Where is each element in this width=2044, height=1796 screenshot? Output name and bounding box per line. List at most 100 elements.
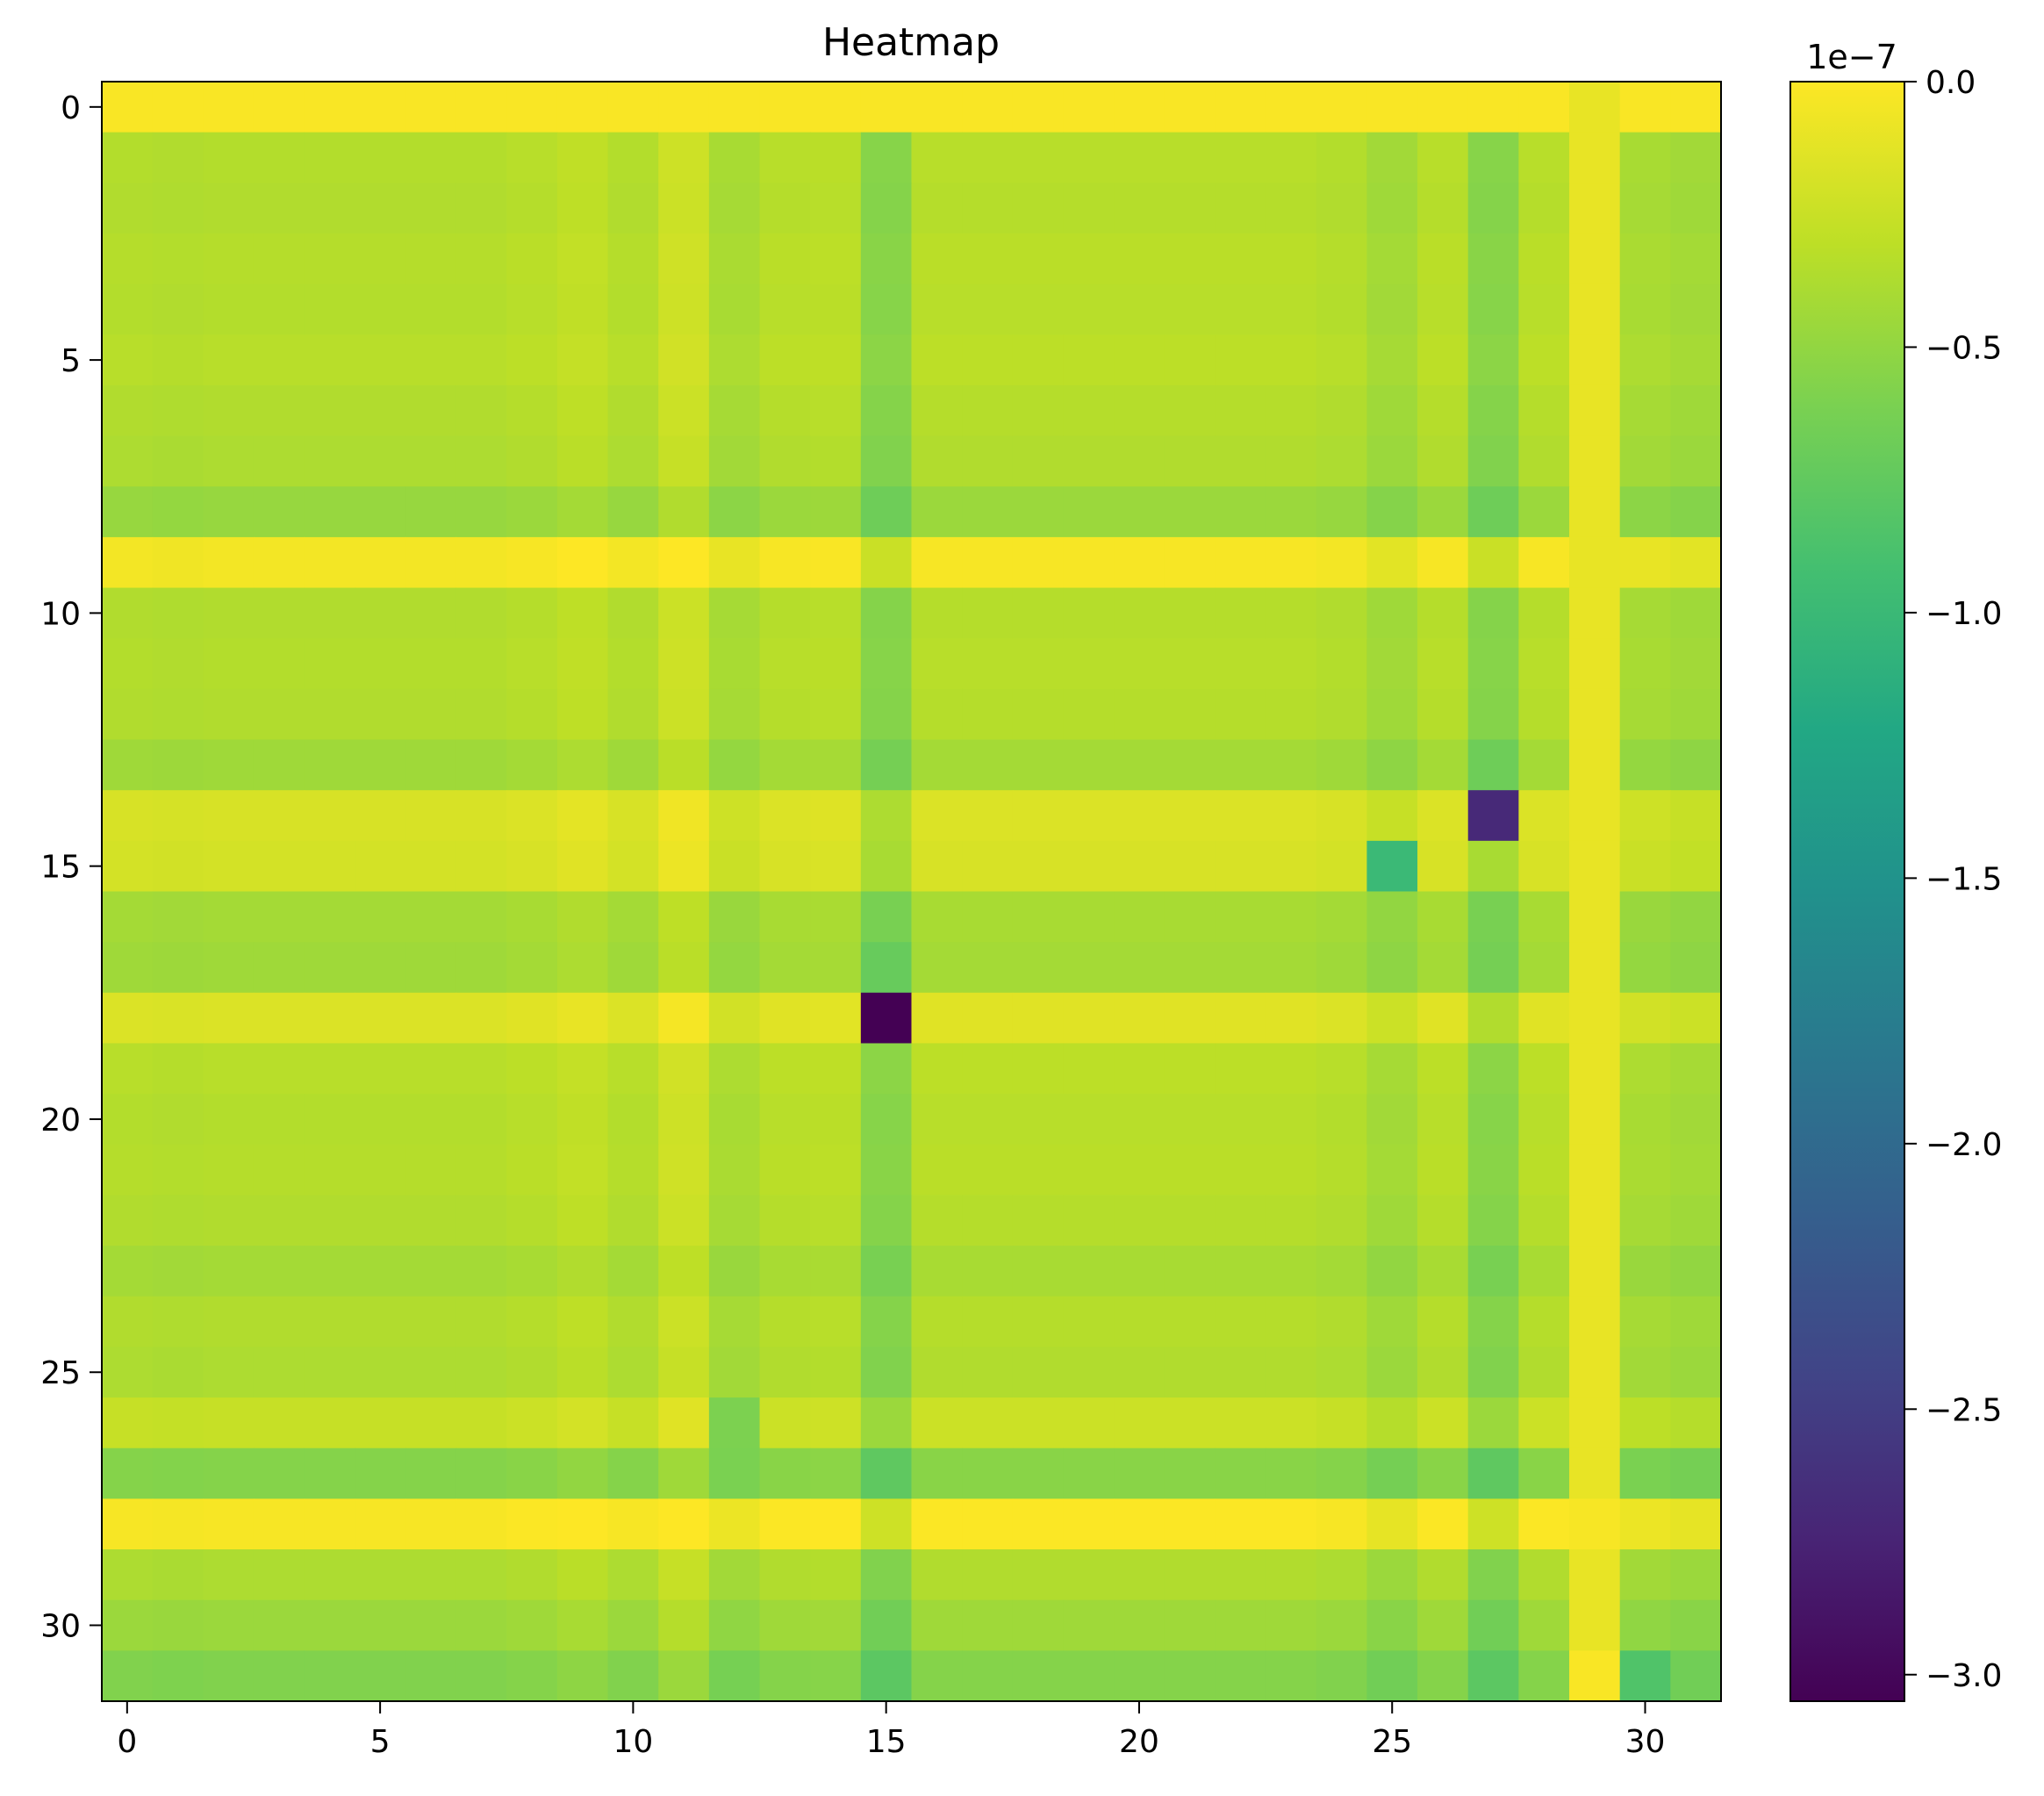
heatmap-cell	[962, 1448, 1014, 1499]
heatmap-cell	[152, 1347, 204, 1398]
heatmap-cell	[1215, 82, 1266, 133]
heatmap-cell	[102, 183, 154, 234]
heatmap-cell	[911, 183, 963, 234]
heatmap-cell	[455, 891, 507, 943]
heatmap-cell	[1467, 536, 1519, 589]
heatmap-cell	[355, 1296, 406, 1348]
heatmap-cell	[152, 1599, 204, 1651]
x-tick-label: 30	[1625, 1724, 1666, 1760]
heatmap-cell	[556, 233, 609, 285]
heatmap-cell	[1518, 284, 1570, 335]
heatmap-cell	[1417, 435, 1469, 487]
heatmap-cell	[1063, 840, 1115, 893]
heatmap-cell	[911, 1498, 963, 1550]
heatmap-cell	[1114, 1195, 1165, 1246]
heatmap-cell	[962, 384, 1014, 437]
heatmap-cell	[1619, 790, 1671, 842]
heatmap-cell	[556, 82, 609, 133]
heatmap-cell	[1164, 1498, 1216, 1550]
heatmap-cell	[962, 132, 1014, 183]
heatmap-cell	[506, 384, 558, 437]
heatmap-cell	[1063, 1246, 1115, 1297]
y-tick-label: 25	[40, 1355, 81, 1391]
heatmap-cell	[556, 1397, 609, 1449]
heatmap-cell	[506, 1043, 558, 1095]
heatmap-cell	[708, 1296, 761, 1348]
heatmap-cell	[1619, 486, 1671, 538]
heatmap-cell	[1316, 284, 1368, 335]
heatmap-cell	[405, 1094, 457, 1146]
heatmap-cell	[1164, 183, 1216, 234]
heatmap-cell	[1569, 840, 1621, 893]
heatmap-cell	[1266, 891, 1317, 943]
heatmap-cell	[860, 132, 913, 183]
heatmap-cell	[810, 1549, 862, 1601]
heatmap-cell	[810, 486, 862, 538]
heatmap-cell	[1366, 1043, 1418, 1095]
heatmap-cell	[253, 688, 305, 741]
heatmap-cell	[1619, 183, 1671, 234]
heatmap-cell	[455, 284, 507, 335]
heatmap-cell	[253, 536, 305, 589]
heatmap-cell	[911, 790, 963, 842]
heatmap-cell	[708, 1144, 761, 1196]
heatmap-cell	[1012, 790, 1065, 842]
x-tick-label: 0	[117, 1724, 137, 1760]
heatmap-cell	[152, 1043, 204, 1095]
heatmap-cell	[1316, 82, 1368, 133]
heatmap-cell	[253, 435, 305, 487]
heatmap-cell	[810, 1599, 862, 1651]
heatmap-cell	[1467, 486, 1519, 538]
heatmap-cell	[607, 1296, 659, 1348]
heatmap-cell	[1215, 1094, 1266, 1146]
heatmap-cell	[405, 739, 457, 791]
heatmap-cell	[506, 1397, 558, 1449]
heatmap-cell	[1316, 1246, 1368, 1297]
heatmap-cell	[556, 183, 609, 234]
heatmap-cell	[962, 1347, 1014, 1398]
heatmap-cell	[1417, 1144, 1469, 1196]
heatmap-cell	[1266, 384, 1317, 437]
heatmap-cell	[405, 1195, 457, 1246]
heatmap-cell	[405, 536, 457, 589]
heatmap-cell	[1012, 1448, 1065, 1499]
heatmap-cell	[556, 1246, 609, 1297]
heatmap-cell	[506, 1448, 558, 1499]
heatmap-cell	[1518, 638, 1570, 690]
heatmap-cell	[810, 334, 862, 386]
heatmap-cell	[1467, 1599, 1519, 1651]
heatmap-cell	[1266, 1246, 1317, 1297]
heatmap-cell	[1114, 1498, 1165, 1550]
heatmap-cell	[1316, 739, 1368, 791]
heatmap-cell	[1670, 1347, 1722, 1398]
heatmap-cell	[1215, 435, 1266, 487]
heatmap-cell	[1619, 435, 1671, 487]
heatmap-cell	[962, 1397, 1014, 1449]
heatmap-cell	[1063, 1144, 1115, 1196]
heatmap-cell	[911, 1448, 963, 1499]
heatmap-cell	[203, 1144, 255, 1196]
heatmap-cell	[1670, 82, 1722, 133]
heatmap-cell	[1366, 1498, 1418, 1550]
heatmap-cell	[1215, 840, 1266, 893]
heatmap-cell	[759, 891, 811, 943]
heatmap-cell	[962, 183, 1014, 234]
heatmap-cell	[506, 840, 558, 893]
heatmap-cell	[1164, 1043, 1216, 1095]
heatmap-cell	[911, 1296, 963, 1348]
heatmap-cell	[1316, 1650, 1368, 1702]
heatmap-cell	[1518, 1448, 1570, 1499]
heatmap-cell	[506, 1498, 558, 1550]
heatmap-cell	[203, 536, 255, 589]
heatmap-cell	[1518, 688, 1570, 741]
heatmap-cell	[658, 334, 710, 386]
y-tick-label: 15	[40, 850, 81, 886]
heatmap-cell	[1417, 638, 1469, 690]
heatmap-cell	[1114, 183, 1165, 234]
heatmap-cell	[1366, 1448, 1418, 1499]
heatmap-cell	[1316, 1094, 1368, 1146]
heatmap-cell	[1063, 334, 1115, 386]
heatmap-cell	[1518, 1549, 1570, 1601]
heatmap-cell	[455, 1347, 507, 1398]
